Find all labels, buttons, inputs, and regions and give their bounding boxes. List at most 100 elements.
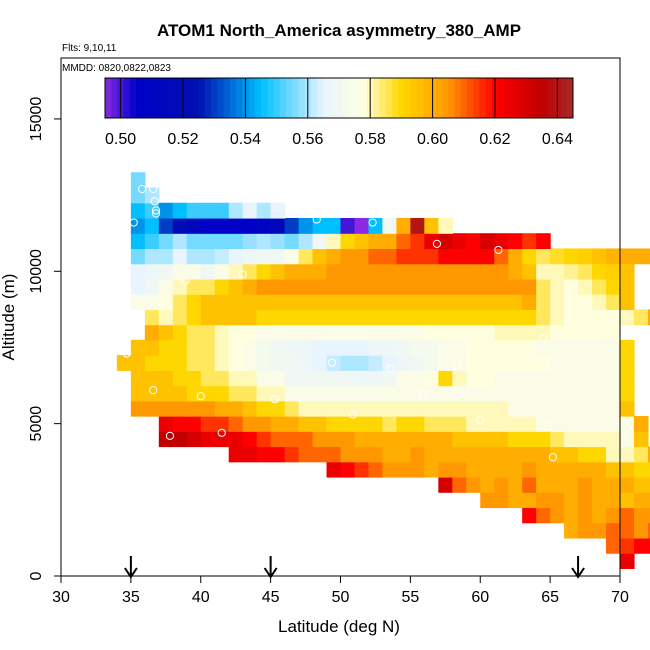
heatmap-cell (438, 217, 453, 234)
heatmap-cell (578, 309, 593, 326)
heatmap-cell (452, 385, 467, 402)
heatmap-cell (228, 294, 244, 310)
x-tick-label: 50 (332, 589, 350, 606)
heatmap-cell (606, 431, 621, 448)
dates-label: MMDD: 0820,0822,0823 (62, 63, 171, 74)
heatmap-cell (200, 263, 216, 280)
heatmap-cell (550, 309, 565, 326)
heatmap-cell (396, 339, 411, 356)
heatmap-cell (158, 416, 174, 432)
heatmap-cell (396, 370, 411, 387)
heatmap-cell (536, 461, 551, 478)
heatmap-cell (172, 355, 188, 371)
heatmap-cell (186, 248, 202, 265)
heatmap-cell (256, 309, 272, 326)
heatmap-cell (340, 446, 356, 463)
heatmap-cell (424, 309, 439, 326)
heatmap-cell (620, 476, 635, 493)
heatmap-cell (452, 431, 467, 448)
colorbar-segment (454, 78, 462, 118)
heatmap-cell (158, 278, 174, 295)
heatmap-cell (633, 476, 649, 493)
colorbar-segment (460, 78, 468, 118)
heatmap-cell (172, 339, 188, 356)
heatmap-cell (564, 370, 579, 387)
colorbar-segment (479, 78, 487, 118)
x-tick-label: 65 (541, 589, 559, 606)
heatmap-cell (284, 233, 300, 250)
heatmap-cell (480, 233, 495, 250)
heatmap-cell (228, 431, 244, 448)
heatmap-cell (284, 248, 300, 265)
heatmap-cell (578, 507, 593, 524)
heatmap-cell (550, 263, 565, 280)
x-tick-label: 45 (262, 589, 280, 606)
heatmap-cell (200, 217, 216, 234)
heatmap-cell (354, 217, 370, 234)
heatmap-cell (438, 339, 453, 356)
heatmap-cell (326, 233, 342, 250)
heatmap-cell (368, 248, 384, 265)
heatmap-cell (186, 309, 202, 326)
heatmap-cell (256, 324, 272, 341)
observation-point (217, 428, 226, 437)
observation-point (539, 334, 548, 343)
y-tick-label: 5000 (28, 406, 45, 442)
heatmap-cell (592, 248, 607, 265)
colorbar-segment (523, 78, 530, 118)
heatmap-cell (354, 324, 370, 341)
heatmap-cell (424, 416, 439, 432)
heatmap-cell (564, 309, 579, 326)
heatmap-cell (592, 355, 607, 371)
heatmap-cell (410, 294, 425, 310)
colorbar-segment (335, 78, 343, 118)
heatmap-cell (410, 248, 425, 265)
heatmap-cell (410, 370, 425, 387)
observation-point (150, 197, 159, 206)
heatmap-cell (368, 355, 384, 371)
heatmap-cell (396, 278, 411, 295)
heatmap-cell (578, 370, 593, 387)
heatmap-cell (298, 263, 314, 280)
heatmap-cell (298, 431, 314, 448)
heatmap-cell (312, 248, 328, 265)
heatmap-cell (340, 278, 356, 295)
heatmap-cell (130, 248, 146, 265)
heatmap-cell (410, 233, 425, 250)
heatmap-cell (592, 309, 607, 326)
heatmap-cell (270, 385, 286, 402)
observation-point (238, 270, 247, 279)
observation-point (328, 358, 337, 367)
heatmap-cell (564, 263, 579, 280)
heatmap-cell (592, 461, 607, 478)
colorbar-segment (279, 78, 287, 118)
heatmap-cell (480, 248, 495, 265)
heatmap-cell (536, 294, 551, 310)
heatmap-cell (256, 400, 272, 417)
heatmap-cell (200, 278, 216, 295)
heatmap-cell (466, 278, 481, 295)
heatmap-cell (228, 278, 244, 295)
heatmap-cell (158, 324, 174, 341)
heatmap-cell (438, 309, 453, 326)
heatmap-cell (368, 294, 384, 310)
heatmap-cell (312, 339, 328, 356)
heatmap-cell (578, 294, 593, 310)
heatmap-cell (228, 233, 244, 250)
x-tick-label: 40 (192, 589, 210, 606)
heatmap-cell (410, 339, 425, 356)
colorbar-segment (354, 78, 362, 118)
heatmap-cell (340, 233, 356, 250)
heatmap-cell (270, 263, 286, 280)
heatmap-cell (550, 476, 565, 493)
heatmap-cell (214, 385, 230, 402)
heatmap-cell (550, 492, 565, 509)
heatmap-cell (466, 385, 481, 402)
observation-point (165, 431, 175, 440)
heatmap-cell (550, 370, 565, 387)
colorbar-segment (186, 78, 193, 118)
heatmap-cell (340, 416, 356, 432)
heatmap-cell (410, 217, 425, 234)
heatmap-cell (256, 217, 272, 234)
heatmap-cell (452, 400, 467, 417)
